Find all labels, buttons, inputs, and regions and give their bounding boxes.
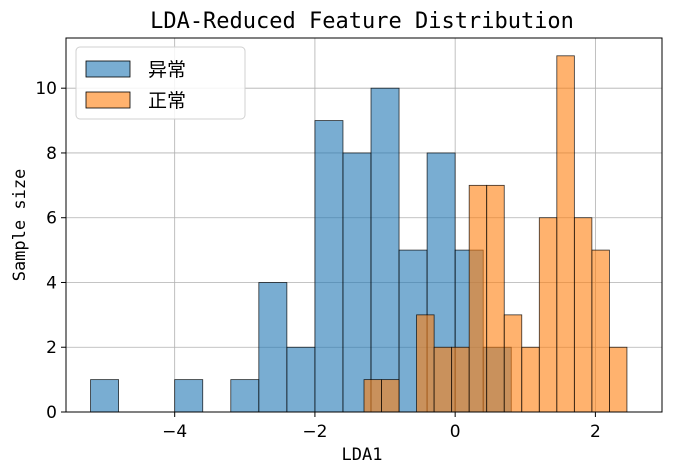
bar-anomaly bbox=[342, 152, 372, 413]
bar-normal bbox=[556, 55, 575, 413]
bar-anomaly bbox=[174, 379, 204, 413]
bar-anomaly bbox=[90, 379, 119, 413]
bar-normal bbox=[609, 346, 628, 413]
y-tick-label: 0 bbox=[46, 403, 57, 423]
bar-normal bbox=[486, 184, 505, 413]
axis-ticks: −4 −2 0 2 0 2 4 6 8 10 bbox=[35, 79, 600, 442]
x-tick-label: 2 bbox=[590, 422, 601, 442]
x-tick-label: 0 bbox=[450, 422, 461, 442]
bar-anomaly bbox=[286, 346, 316, 413]
bar-normal bbox=[591, 249, 610, 413]
legend-label-anomaly: 异常 bbox=[148, 59, 186, 81]
y-tick-label: 6 bbox=[46, 209, 57, 229]
histogram-bars bbox=[90, 55, 628, 413]
bar-anomaly bbox=[370, 87, 400, 413]
bar-normal bbox=[451, 346, 470, 413]
legend: 异常 正常 bbox=[75, 46, 246, 120]
bar-normal bbox=[503, 314, 523, 413]
y-axis-label: Sample size bbox=[10, 169, 30, 282]
x-tick-label: −2 bbox=[302, 422, 327, 442]
bar-normal bbox=[381, 379, 400, 413]
legend-label-normal: 正常 bbox=[148, 90, 186, 112]
legend-swatch-normal bbox=[85, 91, 131, 109]
x-axis-label: LDA1 bbox=[342, 445, 383, 465]
bar-normal bbox=[468, 184, 488, 413]
chart-title: LDA-Reduced Feature Distribution bbox=[150, 9, 574, 34]
y-tick-label: 8 bbox=[46, 144, 57, 164]
bar-normal bbox=[573, 217, 593, 413]
bar-anomaly bbox=[314, 120, 344, 413]
bar-normal bbox=[538, 217, 558, 413]
x-tick-label: −4 bbox=[162, 422, 187, 442]
plot-frame bbox=[65, 37, 663, 413]
bar-normal bbox=[416, 314, 435, 413]
bar-anomaly bbox=[258, 282, 288, 413]
y-tick-label: 4 bbox=[46, 273, 57, 293]
bar-normal bbox=[433, 346, 453, 413]
bar-normal bbox=[363, 379, 382, 413]
y-tick-label: 2 bbox=[46, 338, 57, 358]
y-tick-label: 10 bbox=[35, 79, 57, 99]
legend-swatch-anomaly bbox=[85, 60, 131, 78]
bar-anomaly bbox=[230, 379, 260, 413]
bar-normal bbox=[521, 346, 540, 413]
